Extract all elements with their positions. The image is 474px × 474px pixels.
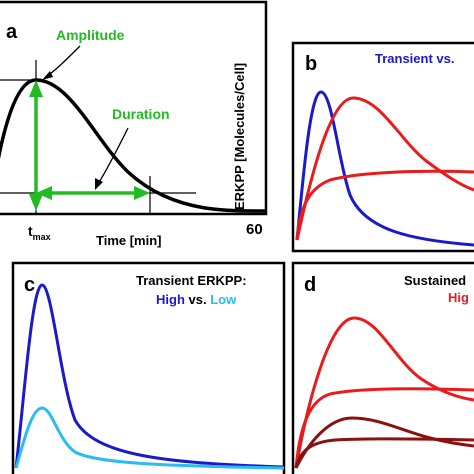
duration-pointer-head	[95, 178, 103, 190]
transient-low-curve	[14, 406, 285, 470]
panel-c: c Transient ERKPP: High vs. Low	[11, 261, 286, 474]
panel-a: a Amplitude Duration ERKPP [Molecules/Ce…	[0, 0, 268, 216]
sustained-plateau-curve	[295, 169, 474, 241]
panel-c-subtitle: High vs. Low	[156, 292, 237, 307]
panel-b-title: Transient vs.	[375, 51, 454, 66]
panel-c-title: Transient ERKPP:	[136, 273, 247, 288]
transient-high-curve	[14, 283, 285, 469]
amplitude-pointer-head	[42, 71, 53, 80]
sustained-low-peak-curve	[294, 416, 474, 469]
amplitude-arrowhead-top	[29, 80, 43, 97]
panel-d-title: Sustained	[404, 273, 466, 288]
amplitude-arrowhead-bottom	[29, 194, 43, 211]
panel-d: d Sustained Hig	[291, 261, 474, 474]
tmax-tick-label: tmax	[28, 223, 51, 242]
duration-arrowhead-left	[36, 186, 52, 200]
panel-a-frame	[0, 0, 268, 216]
sustained-peak-curve	[295, 96, 474, 241]
panel-a-ylabel: ERKPP [Molecules/Cell]	[232, 63, 247, 210]
panel-a-xlabel: Time [min]	[96, 233, 162, 248]
sustained-high-plateau-curve	[294, 387, 474, 469]
panel-a-label: a	[6, 21, 18, 43]
duration-label: Duration	[112, 106, 170, 122]
duration-pointer	[97, 127, 129, 185]
panel-d-label: d	[304, 274, 316, 296]
panel-c-label: c	[24, 274, 35, 296]
transient-curve	[295, 90, 474, 247]
panel-b-label: b	[305, 53, 317, 75]
tick-60-label: 60	[246, 221, 263, 238]
panel-c-frame	[11, 261, 286, 474]
panel-b-frame	[291, 41, 474, 253]
amplitude-label: Amplitude	[56, 27, 125, 43]
panel-b: b Transient vs.	[291, 41, 474, 253]
duration-arrowhead-right	[134, 186, 150, 200]
panel-d-subtitle: Hig	[448, 290, 469, 305]
sustained-low-plateau-curve	[294, 437, 474, 469]
